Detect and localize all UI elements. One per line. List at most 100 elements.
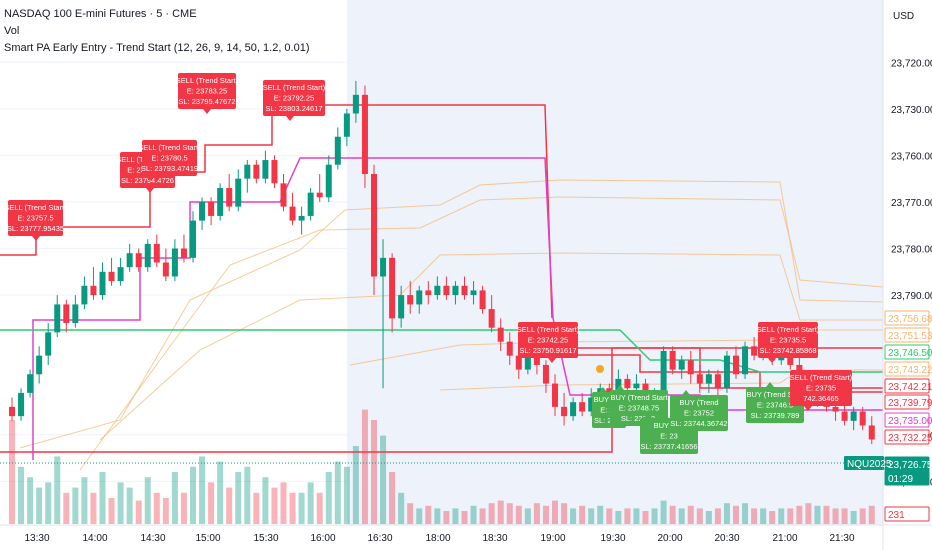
marker-dot (596, 365, 604, 373)
price-tag-box (884, 361, 930, 377)
sell-signal-label: SELL (Trend Start) E: 23757.5SL: 23777.95… (4, 200, 67, 241)
volume-bar (778, 508, 785, 524)
candle-body (235, 178, 242, 207)
price-tag-box (884, 506, 930, 522)
candle-body (452, 285, 459, 296)
currency-label[interactable]: USD (893, 11, 915, 22)
buy-signal-label: BUY (Trend Start E: 23746.5SL: 23739.789 (746, 382, 804, 423)
volume-bar (144, 477, 151, 524)
volume-bar (425, 505, 432, 524)
label-text: E: 23 (660, 432, 678, 441)
label-text: SL: 23777.95435 (7, 224, 64, 233)
volume-bar (398, 492, 405, 524)
label-pointer (599, 387, 607, 392)
volume-bar (488, 503, 495, 524)
candle-body (624, 378, 631, 389)
candle-body (479, 290, 486, 310)
contract-tag-box (844, 456, 884, 470)
volume-legend[interactable]: Vol (4, 25, 20, 37)
volume-bar (561, 503, 568, 524)
volume-bar (651, 508, 658, 524)
label-text: SL: 23803.24617 (265, 104, 322, 113)
label-text: SELL (Trend Start) (790, 373, 853, 382)
price-tag-box (884, 412, 930, 428)
volume-bar (705, 511, 712, 524)
time-tick: 18:30 (482, 533, 507, 544)
label-text: BUY (Trend Start (610, 393, 668, 402)
volume-bar (742, 503, 749, 524)
candle-body (325, 164, 332, 198)
volume-bar (235, 472, 242, 524)
volume-bar (868, 505, 875, 524)
candle-body (27, 374, 34, 393)
candle-body (542, 364, 549, 384)
time-axis[interactable]: 13:30 14:00 14:30 15:00 15:30 16:00 16:30 18:00… (24, 533, 854, 544)
volume-bar (696, 508, 703, 524)
volume-bar (117, 482, 124, 524)
candle-body (669, 350, 676, 370)
label-text: SL: 23795.47672 (178, 97, 235, 106)
time-tick: 21:00 (772, 533, 797, 544)
session-background (347, 0, 883, 525)
symbol-title[interactable]: NASDAQ 100 E-mini Futures · 5 · CME (4, 8, 197, 20)
volume-bar (452, 508, 459, 524)
volume-bar (823, 505, 830, 524)
volume-bar (135, 500, 142, 524)
volume-bar (54, 456, 61, 524)
price-tag: 23,746.50 (884, 344, 932, 360)
volume-bars (9, 409, 875, 524)
candle-body (579, 402, 586, 412)
volume-bar (352, 446, 359, 524)
candle-body (208, 201, 215, 216)
time-tick: 16:30 (367, 533, 392, 544)
volume-bar (9, 420, 15, 524)
volume-bar (769, 511, 776, 524)
volume-bar (316, 492, 323, 524)
candle-body (868, 425, 875, 440)
volume-bar (280, 482, 287, 524)
label-box (610, 390, 668, 426)
candle-body (434, 285, 441, 296)
candle-body (389, 257, 396, 319)
label-pointer (682, 390, 690, 395)
time-tick: 21:30 (829, 533, 854, 544)
volume-bar (796, 505, 803, 524)
volume-bar (859, 508, 866, 524)
volume-bar (597, 505, 604, 524)
candle-body (398, 295, 405, 319)
volume-bar (443, 511, 450, 524)
label-text: E: 23780.5 (151, 154, 187, 163)
candle-body (226, 187, 233, 207)
volume-bar (108, 498, 115, 524)
candle-body (443, 285, 450, 296)
candle-body (714, 374, 721, 389)
label-pointer (203, 109, 211, 114)
price-tag-text: 23,739.79 (888, 398, 932, 409)
label-text: E: 23792.25 (274, 94, 314, 103)
time-tick: 16:00 (310, 533, 335, 544)
candle-body (506, 341, 513, 356)
indicator-legend[interactable]: Smart PA Early Entry - Trend Start (12, … (4, 42, 310, 54)
candle-body (90, 285, 97, 296)
time-tick: 20:30 (714, 533, 739, 544)
label-text: BUY (Trend Start (746, 390, 804, 399)
volume-bar (208, 482, 215, 524)
price-tag: 23,756.68 (884, 310, 932, 326)
label-text: SELL (Trend Start) (263, 83, 326, 92)
volume-bar (642, 511, 649, 524)
candle-body (859, 411, 866, 426)
volume-bar (199, 456, 206, 524)
volume-bar (72, 487, 79, 524)
volume-bar (470, 505, 477, 524)
volume-bar (506, 503, 513, 524)
label-text: E: 23 (600, 406, 618, 415)
orange-band (99, 252, 883, 441)
candle-body (660, 350, 667, 393)
candle-body (561, 406, 568, 417)
price-tick: 23,780.00 (891, 245, 932, 256)
